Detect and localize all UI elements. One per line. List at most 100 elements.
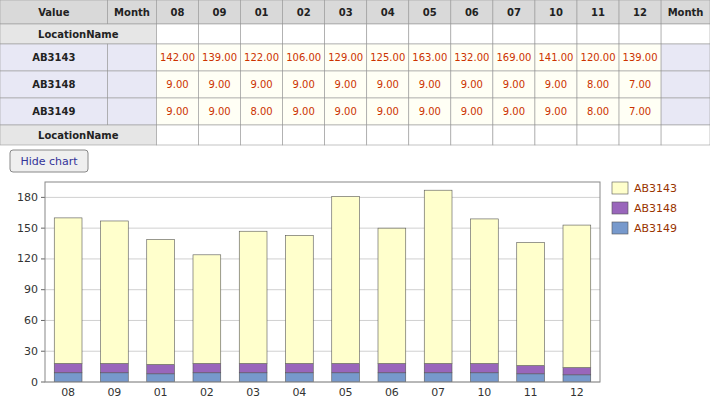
table-value-cell [241, 98, 283, 125]
table-location-text: LocationName [38, 130, 119, 141]
table-header-text: 09 [213, 7, 227, 18]
table-value-cell [409, 98, 451, 125]
table-empty-cell [108, 44, 157, 71]
table-value-cell [619, 98, 661, 125]
table-value-cell-text: 9.00 [208, 79, 230, 90]
bar-segment [54, 218, 82, 364]
bar-segment [193, 364, 221, 373]
legend-swatch [612, 182, 628, 194]
legend-label: AB3149 [634, 222, 677, 235]
x-tick-label: 02 [200, 386, 214, 399]
x-tick-label: 09 [107, 386, 121, 399]
table-row-label [0, 71, 108, 98]
table-value-cell [367, 98, 409, 125]
button-box[interactable] [10, 150, 88, 172]
x-tick-label: 01 [154, 386, 168, 399]
table-value-cell-text: 9.00 [419, 106, 441, 117]
y-tick-label: 120 [17, 252, 38, 265]
table-header [108, 0, 157, 24]
table-value-cell-text: 8.00 [250, 106, 272, 117]
table-value-cell [577, 71, 619, 98]
table-header [325, 0, 367, 24]
x-tick-label: 10 [477, 386, 491, 399]
bar-segment [424, 364, 452, 373]
legend-label: AB3148 [634, 202, 677, 215]
button-label[interactable]: Hide chart [20, 155, 78, 168]
grid-line [45, 197, 600, 198]
bar-segment [517, 374, 545, 382]
table-header [156, 0, 198, 24]
x-tick-label: 03 [246, 386, 260, 399]
table-value-cell-text: 129.00 [328, 52, 363, 63]
table-header [535, 0, 577, 24]
table-value-cell [367, 71, 409, 98]
bar-segment [563, 225, 591, 368]
table-empty-cell [661, 98, 710, 125]
bar-segment [101, 221, 129, 364]
x-tick-label: 07 [431, 386, 445, 399]
table-header [577, 0, 619, 24]
table-header-text: 05 [423, 7, 437, 18]
table-value-cell [493, 71, 535, 98]
bar-segment [193, 373, 221, 382]
y-tick [41, 351, 45, 352]
table-value-cell [156, 71, 198, 98]
table-header-text: 03 [339, 7, 353, 18]
legend-label: AB3143 [634, 182, 677, 195]
bar-segment [517, 243, 545, 366]
y-tick [41, 258, 45, 259]
plot-frame [45, 182, 600, 382]
bar-segment [378, 364, 406, 373]
bar-segment [286, 373, 314, 382]
table-empty-cell [577, 125, 619, 145]
legend-swatch [612, 202, 628, 214]
table-header-text: 02 [297, 7, 311, 18]
x-tick-label: 12 [570, 386, 584, 399]
table-value-cell [283, 98, 325, 125]
table-value-cell [535, 71, 577, 98]
bars [54, 190, 591, 382]
legend-swatch [612, 222, 628, 234]
table-header-text: 07 [507, 7, 521, 18]
bar-segment [471, 219, 499, 364]
table-value-cell-text: 142.00 [160, 52, 195, 63]
table-header-text: 08 [171, 7, 185, 18]
table-value-cell [325, 98, 367, 125]
bar-segment [424, 190, 452, 363]
y-tick-label: 60 [24, 314, 38, 327]
y-tick [41, 289, 45, 290]
table-value-cell-text: 9.00 [503, 79, 525, 90]
table-value-cell [451, 44, 493, 71]
bar-segment [563, 375, 591, 382]
bar-segment [101, 364, 129, 373]
table-value-cell-text: 169.00 [496, 52, 531, 63]
table-value-cell-text: 9.00 [293, 79, 315, 90]
bar-segment [471, 373, 499, 382]
table-value-cell [535, 98, 577, 125]
x-tick-label: 05 [339, 386, 353, 399]
table-header [661, 0, 710, 24]
bar-segment [471, 364, 499, 373]
bar-segment [239, 364, 267, 373]
y-tick-label: 180 [17, 191, 38, 204]
table-value-cell-text: 9.00 [335, 79, 357, 90]
table-empty-cell [325, 24, 367, 44]
y-tick [41, 228, 45, 229]
hide-chart-button[interactable]: Hide chart [10, 150, 88, 172]
table-header-text: Month [114, 7, 150, 18]
table-value-cell [199, 71, 241, 98]
bar-segment [193, 255, 221, 364]
page: ValueMonth080901020304050607101112MonthL… [0, 0, 710, 405]
table-empty-cell [661, 71, 710, 98]
table-value-cell [493, 98, 535, 125]
table-header-text: 01 [255, 7, 269, 18]
table-header-text: 06 [465, 7, 479, 18]
table-value-cell [409, 44, 451, 71]
table-value-cell-text: 9.00 [545, 79, 567, 90]
table-empty-cell [367, 125, 409, 145]
y-tick-label: 0 [31, 376, 38, 389]
table-value-cell-text: 9.00 [377, 79, 399, 90]
table-value-cell [577, 98, 619, 125]
table-value-cell-text: 8.00 [587, 79, 609, 90]
table-empty-cell [241, 24, 283, 44]
